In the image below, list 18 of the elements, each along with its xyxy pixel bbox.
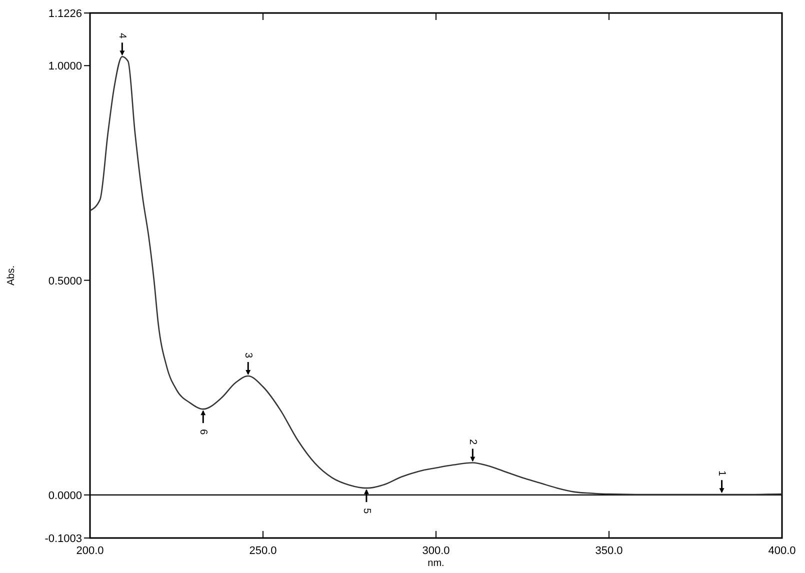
y-tick-label: 0.5000 xyxy=(48,275,82,288)
y-tick-label: 0.0000 xyxy=(48,490,82,502)
x-tick-label: 250.0 xyxy=(249,545,277,557)
y-tick-label: -0.1003 xyxy=(44,533,82,545)
annotation: 5 xyxy=(360,508,372,514)
x-tick-label: 300.0 xyxy=(422,545,450,557)
x-axis-title: nm. xyxy=(428,558,444,569)
annotation: 6 xyxy=(198,429,208,436)
annotation: 4 xyxy=(116,33,128,40)
x-tick-label: 200.0 xyxy=(76,545,104,557)
annotation: 3 xyxy=(242,352,254,358)
y-tick-label: 1.1226 xyxy=(48,8,82,20)
y-tick-label: 1.0000 xyxy=(48,60,82,73)
annotation: 2 xyxy=(467,439,478,446)
annotation: 1 xyxy=(716,470,728,477)
x-tick-label: 400.0 xyxy=(768,545,796,557)
x-tick-label: 350.0 xyxy=(595,545,623,557)
y-axis-title: Abs. xyxy=(6,265,17,286)
